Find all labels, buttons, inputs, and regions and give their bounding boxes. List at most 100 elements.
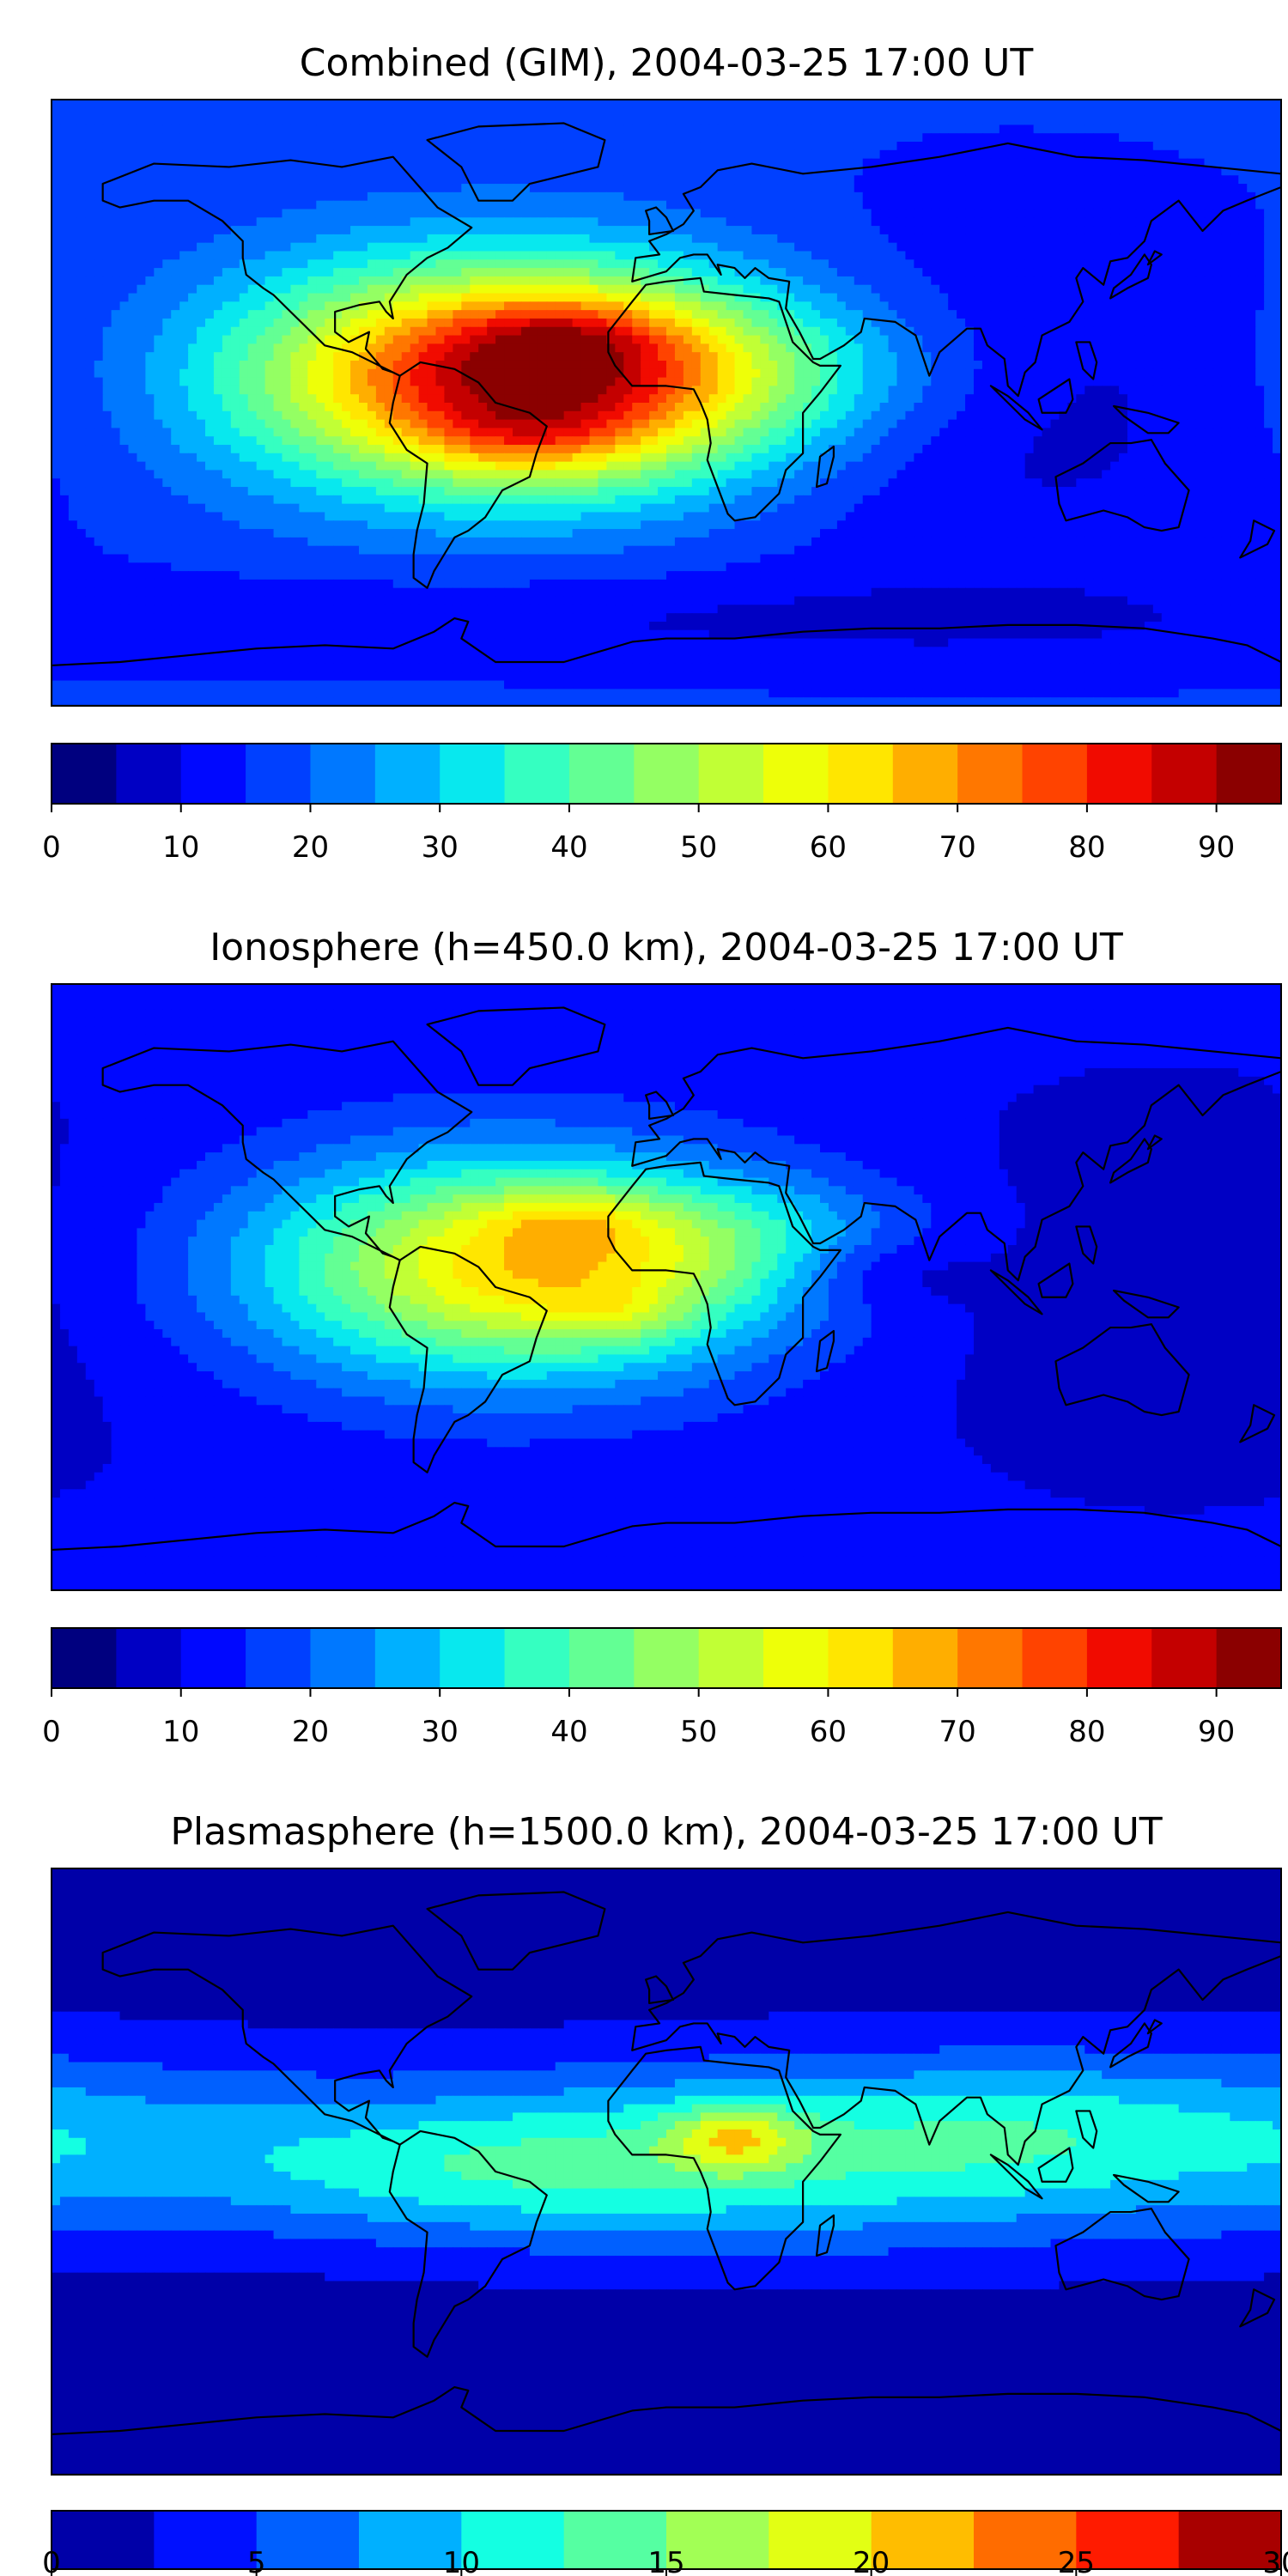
contour-cell (137, 301, 146, 311)
contour-cell (1161, 133, 1171, 143)
contour-cell (171, 116, 180, 126)
contour-cell (137, 116, 146, 126)
contour-cell (1161, 251, 1171, 260)
contour-cell (325, 293, 334, 302)
contour-cell (205, 352, 215, 361)
contour-cell (282, 377, 292, 386)
contour-cell (461, 149, 471, 160)
contour-cell (375, 318, 386, 328)
contour-cell (342, 100, 351, 109)
contour-cell (990, 226, 1000, 235)
contour-cell (520, 276, 531, 286)
contour-cell (282, 268, 292, 277)
contour-cell (256, 310, 266, 319)
contour-cell (316, 175, 325, 185)
contour-cell (230, 284, 240, 295)
contour-cell (179, 276, 189, 286)
contour-cell (708, 251, 719, 260)
contour-cell (230, 360, 240, 370)
contour-cell (836, 360, 847, 370)
contour-cell (854, 100, 864, 109)
contour-cell (862, 301, 872, 311)
contour-cell (85, 100, 95, 109)
contour-cell (1110, 149, 1120, 160)
contour-cell (1178, 251, 1188, 260)
contour-cell (171, 335, 180, 344)
contour-cell (990, 301, 1000, 311)
contour-cell (453, 251, 462, 260)
contour-cell (76, 377, 87, 386)
contour-cell (1102, 209, 1111, 218)
contour-cell (666, 217, 676, 227)
contour-cell (495, 293, 505, 302)
contour-cell (495, 107, 505, 118)
contour-cell (641, 293, 650, 302)
contour-cell (922, 259, 932, 269)
contour-cell (384, 217, 394, 227)
contour-cell (513, 268, 522, 277)
contour-cell (905, 310, 914, 319)
contour-cell (769, 116, 778, 126)
contour-cell (896, 276, 907, 286)
contour-cell (213, 343, 223, 353)
contour-cell (580, 251, 591, 260)
contour-cell (777, 368, 787, 379)
contour-cell (777, 217, 787, 227)
contour-cell (990, 352, 1000, 361)
contour-cell (743, 116, 753, 126)
contour-cell (520, 167, 531, 176)
contour-cell (529, 175, 539, 185)
contour-cell (205, 200, 215, 210)
contour-cell (1093, 175, 1103, 185)
contour-cell (871, 284, 881, 295)
contour-cell (888, 343, 898, 353)
contour-cell (1264, 100, 1273, 109)
contour-cell (708, 360, 719, 370)
contour-cell (658, 184, 667, 193)
contour-cell (1264, 242, 1273, 252)
contour-cell (948, 234, 957, 244)
contour-cell (384, 142, 394, 151)
contour-cell (94, 133, 104, 143)
contour-cell (845, 318, 855, 328)
contour-cell (94, 149, 104, 160)
contour-cell (478, 191, 488, 202)
contour-cell (836, 276, 847, 286)
contour-cell (931, 209, 940, 218)
contour-cell (299, 209, 308, 218)
contour-cell (333, 284, 343, 295)
contour-cell (307, 191, 317, 202)
contour-cell (316, 284, 325, 295)
contour-cell (1255, 175, 1265, 185)
contour-cell (392, 276, 403, 286)
contour-cell (1221, 343, 1230, 353)
contour-cell (1195, 226, 1206, 235)
contour-cell (154, 167, 163, 176)
contour-cell (256, 251, 266, 260)
contour-cell (384, 191, 394, 202)
contour-cell (862, 360, 872, 370)
contour-cell (1093, 251, 1103, 260)
contour-cell (1016, 335, 1026, 344)
contour-cell (546, 200, 556, 210)
contour-cell (1255, 352, 1265, 361)
contour-cell (256, 377, 266, 386)
contour-cell (427, 318, 437, 328)
contour-cell (974, 149, 983, 160)
contour-cell (230, 310, 240, 319)
contour-cell (1187, 184, 1197, 193)
contour-cell (1076, 142, 1085, 151)
contour-cell (957, 284, 966, 295)
contour-cell (896, 133, 907, 143)
contour-cell (213, 125, 223, 134)
contour-cell (145, 293, 155, 302)
contour-cell (1161, 167, 1171, 176)
contour-cell (760, 318, 769, 328)
contour-cell (52, 234, 61, 244)
contour-cell (529, 191, 539, 202)
contour-cell (674, 191, 684, 202)
contour-cell (435, 360, 446, 370)
contour-cell (513, 107, 522, 118)
contour-cell (1076, 100, 1085, 109)
contour-cell (879, 116, 890, 126)
